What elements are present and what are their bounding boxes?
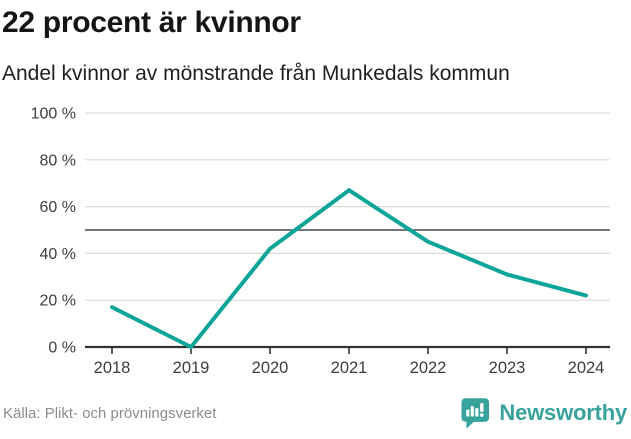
- y-tick-label-60: 60 %: [40, 199, 76, 216]
- x-tick-label-2021: 2021: [331, 359, 368, 377]
- y-tick-label-100: 100 %: [31, 106, 76, 123]
- y-tick-label-20: 20 %: [40, 293, 76, 310]
- y-tick-label-0: 0 %: [48, 340, 76, 357]
- chart-title: 22 procent är kvinnor: [2, 6, 301, 39]
- newsworthy-icon: [461, 397, 490, 429]
- mini-bar-chart-glyph: [466, 402, 485, 417]
- chart-header: 22 procent är kvinnor Andel kvinnor av m…: [0, 0, 631, 86]
- source-note: Källa: Plikt- och prövningsverket: [3, 404, 217, 422]
- x-tick-label-2019: 2019: [173, 359, 210, 377]
- x-tick-label-2022: 2022: [410, 359, 447, 377]
- y-tick-label-80: 80 %: [40, 152, 76, 169]
- line-chart: 0 % 20 % 40 % 60 % 80 % 100 % 2018 2019 2020 2021…: [31, 106, 610, 377]
- chart-footer: Källa: Plikt- och prövningsverket Newswo…: [0, 393, 631, 439]
- x-tick-label-2024: 2024: [568, 359, 605, 377]
- newsworthy-wordmark: Newsworthy: [499, 400, 627, 425]
- x-tick-label-2018: 2018: [94, 359, 131, 377]
- newsworthy-logo-link[interactable]: Newsworthy: [460, 397, 627, 430]
- chart-area: 0 % 20 % 40 % 60 % 80 % 100 % 2018 2019 2020 2021…: [0, 100, 631, 395]
- x-tick-label-2020: 2020: [252, 359, 289, 377]
- y-tick-label-40: 40 %: [40, 246, 76, 263]
- data-line-andel-kvinnor-av-mönstrande: [110, 188, 588, 349]
- chart-subtitle: Andel kvinnor av mönstrande från Munkeda…: [2, 61, 510, 85]
- speech-bubble-shape: [461, 397, 490, 429]
- x-tick-label-2023: 2023: [489, 359, 526, 377]
